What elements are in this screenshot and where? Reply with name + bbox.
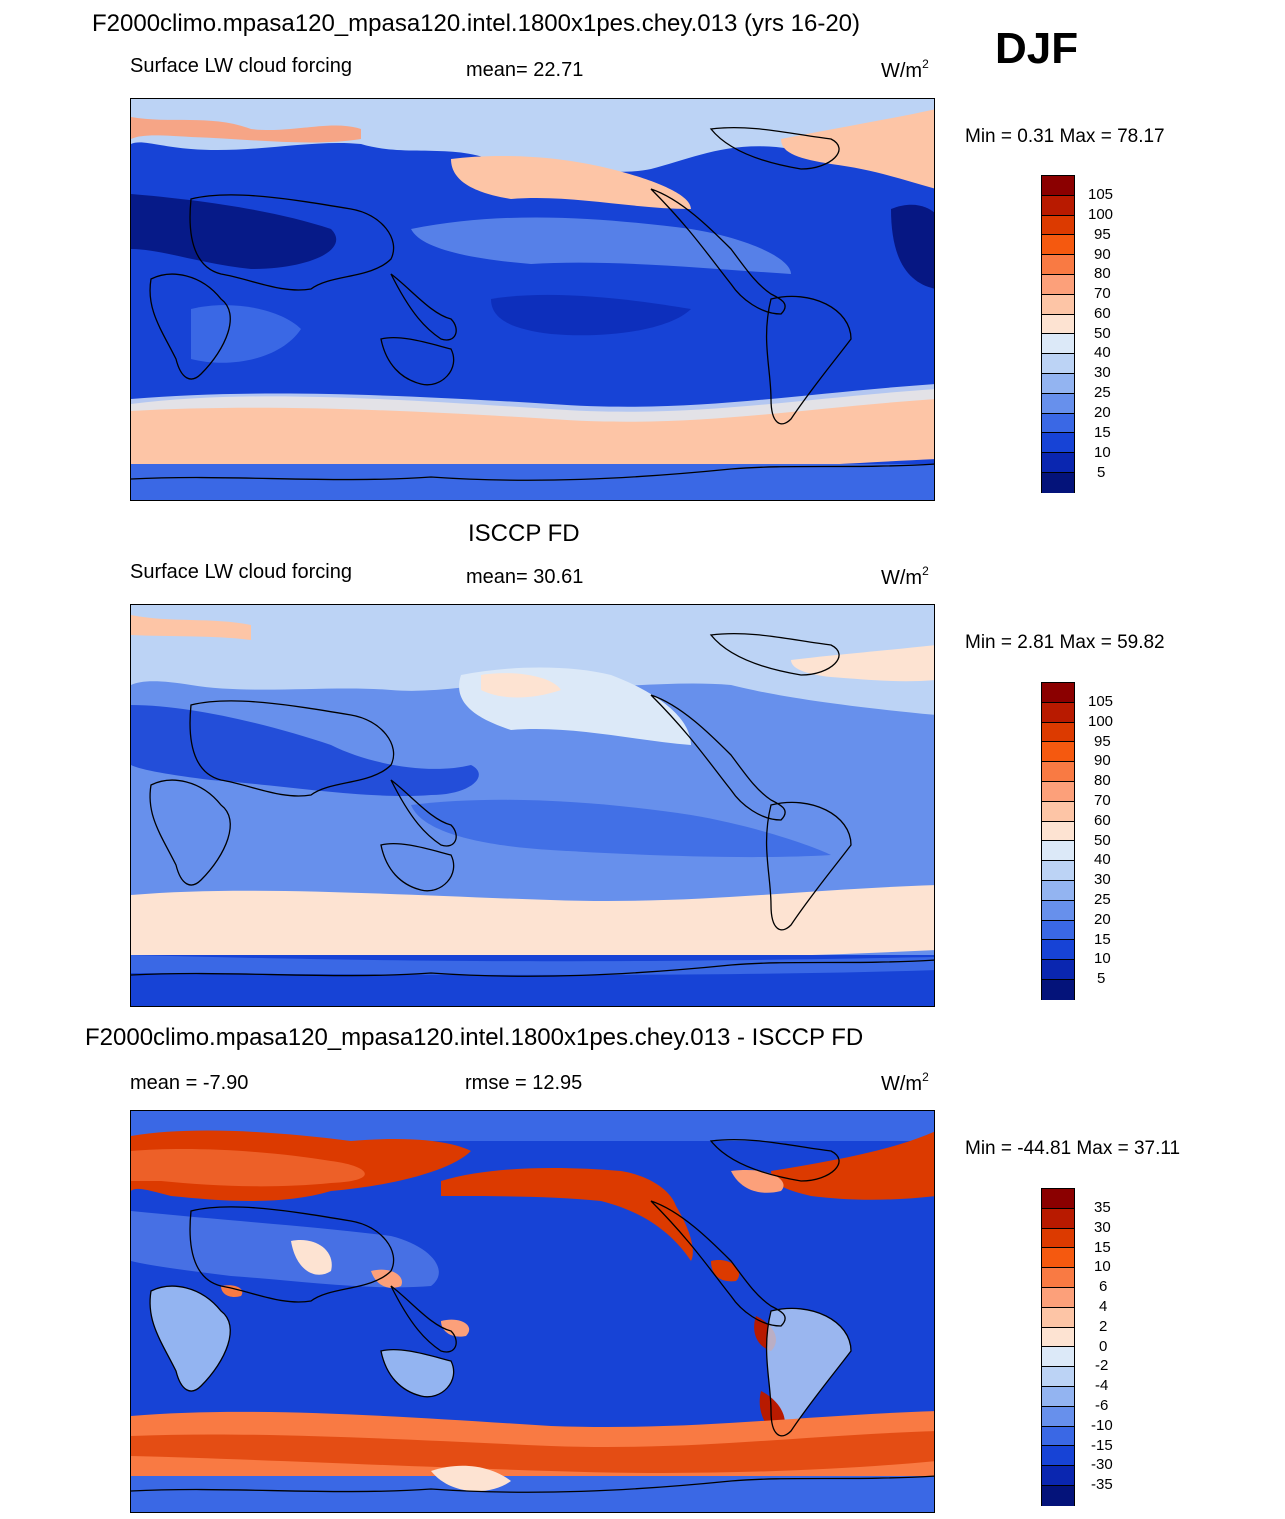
panel1-colorbar-label: 100 [1088,206,1114,223]
panel2-left-label: Surface LW cloud forcing [130,561,352,583]
panel3-map [130,1110,935,1513]
panel3-colorbar-label: -4 [1095,1377,1109,1394]
panel2-colorbar-label: 15 [1094,931,1111,948]
panel3-colorbar-label: 10 [1094,1258,1111,1275]
panel1-colorbar-label: 90 [1094,246,1111,263]
panel3-colorbar-label: -6 [1095,1397,1109,1414]
panel3-rmse-label: rmse = 12.95 [465,1072,583,1094]
panel1-colorbar-label: 105 [1088,186,1114,203]
panel3-mean-label: mean = -7.90 [130,1072,249,1094]
panel2-mean-label: mean= 30.61 [466,566,584,588]
panel3-colorbar-label: 6 [1099,1278,1108,1295]
panel1-colorbar-label: 10 [1094,444,1111,461]
panel3-colorbar-label: 4 [1099,1298,1108,1315]
panel1-colorbar-label: 20 [1094,404,1111,421]
panel2-colorbar-label: 10 [1094,950,1111,967]
panel1-colorbar-label: 40 [1094,344,1111,361]
panel3-colorbar-label: 35 [1094,1199,1111,1216]
panel3-title: F2000climo.mpasa120_mpasa120.intel.1800x… [85,1024,864,1051]
panel2-units: W/m2 [881,564,929,589]
panel3-colorbar-label: -10 [1091,1417,1113,1434]
panel2-colorbar-label: 50 [1094,832,1111,849]
panel2-colorbar-label: 105 [1088,693,1114,710]
panel2-colorbar-label: 90 [1094,752,1111,769]
panel2-colorbar-label: 60 [1094,812,1111,829]
panel1-minmax: Min = 0.31 Max = 78.17 [965,126,1165,147]
panel2-colorbar-label: 95 [1094,733,1111,750]
panel2-colorbar-label: 5 [1097,970,1106,987]
panel2-colorbar-label: 25 [1094,891,1111,908]
panel1-colorbar-label: 15 [1094,424,1111,441]
panel1-units: W/m2 [881,57,929,82]
panel3-colorbar-label: 2 [1099,1318,1108,1335]
season-label: DJF [995,24,1079,73]
main-title: F2000climo.mpasa120_mpasa120.intel.1800x… [92,10,861,37]
panel1-colorbar-label: 70 [1094,285,1111,302]
panel1-colorbar-label: 30 [1094,364,1111,381]
panel3-colorbar-label: -30 [1091,1456,1113,1473]
panel2-colorbar-label: 80 [1094,772,1111,789]
panel1-colorbar-label: 5 [1097,464,1106,481]
panel3-colorbar-label: 30 [1094,1219,1111,1236]
panel3-colorbar-label: -35 [1091,1476,1113,1493]
panel2-colorbar-label: 100 [1088,713,1114,730]
panel1-colorbar-label: 50 [1094,325,1111,342]
panel1-left-label: Surface LW cloud forcing [130,55,352,77]
panel3-colorbar-label: 15 [1094,1239,1111,1256]
panel1-colorbar-label: 60 [1094,305,1111,322]
panel3-colorbar-label: 0 [1099,1338,1108,1355]
panel3-colorbar [1041,1188,1075,1506]
panel3-units: W/m2 [881,1070,929,1095]
panel2-minmax: Min = 2.81 Max = 59.82 [965,632,1165,653]
panel3-colorbar-label: -2 [1095,1357,1109,1374]
panel3-minmax: Min = -44.81 Max = 37.11 [965,1138,1181,1159]
panel2-colorbar-label: 70 [1094,792,1111,809]
panel1-colorbar [1041,175,1075,493]
panel2-title: ISCCP FD [468,520,580,547]
panel2-colorbar-label: 30 [1094,871,1111,888]
panel2-map [130,604,935,1007]
panel1-colorbar-label: 80 [1094,265,1111,282]
panel3-colorbar-label: -15 [1091,1437,1113,1454]
panel1-colorbar-label: 25 [1094,384,1111,401]
panel1-colorbar-label: 95 [1094,226,1111,243]
panel1-map [130,98,935,501]
panel2-colorbar-label: 40 [1094,851,1111,868]
panel2-colorbar [1041,682,1075,1000]
panel1-mean-label: mean= 22.71 [466,59,584,81]
panel2-colorbar-label: 20 [1094,911,1111,928]
